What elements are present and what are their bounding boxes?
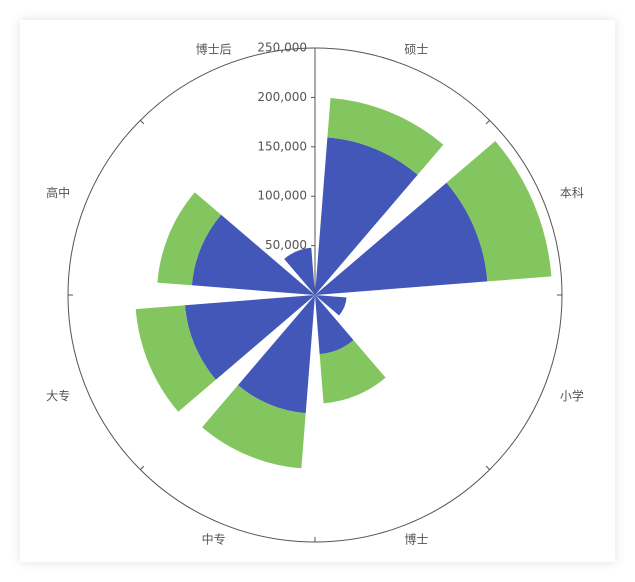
category-label: 高中 [46,185,70,200]
bar-segment [191,214,315,295]
category-label: 中专 [202,531,226,546]
category-label: 博士后 [196,42,232,57]
bar-segment [202,385,306,469]
category-label: 小学 [560,388,584,403]
bar-segment [184,295,315,380]
bar-segment [284,247,315,295]
bar-segment [157,192,222,286]
radius-tick-label: 250,000 [257,41,307,55]
bar-segment [446,141,552,282]
bar-segment [135,305,216,412]
angle-tick [139,119,145,125]
category-label: 大专 [46,388,70,403]
bar-segment [319,340,386,404]
bar-segment [315,182,488,295]
angle-tick [485,465,491,471]
bar-segment [315,137,418,295]
category-label: 硕士 [404,43,428,57]
bar-segment [315,295,347,316]
bar-segment [327,98,444,175]
radius-tick-label: 50,000 [265,238,307,252]
angle-tick [485,119,491,125]
angle-tick [139,465,145,471]
radius-tick-label: 200,000 [257,90,307,104]
radius-tick-label: 150,000 [257,139,307,153]
bar-segment [238,295,315,414]
radius-tick-label: 100,000 [257,189,307,203]
bar-segment [315,295,354,355]
category-label: 博士 [404,531,428,546]
category-label: 本科 [560,186,584,200]
